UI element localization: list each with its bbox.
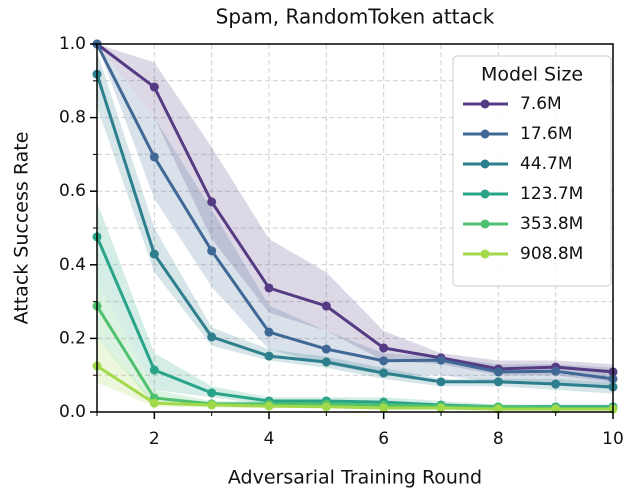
legend-title: Model Size: [481, 64, 583, 86]
data-point: [436, 377, 446, 387]
confidence-band: [97, 338, 613, 411]
x-tick-label: 8: [493, 429, 504, 449]
legend-label: 17.6M: [520, 124, 573, 144]
data-point: [207, 246, 217, 256]
data-point: [207, 332, 217, 342]
confidence-band: [97, 279, 613, 411]
x-tick-label: 2: [149, 429, 160, 449]
data-point: [264, 327, 274, 337]
series-line: [95, 305, 613, 410]
y-tick-label: 0.0: [59, 402, 86, 422]
legend-label: 123.7M: [520, 184, 583, 204]
series-line: [96, 364, 613, 411]
data-point: [149, 249, 159, 259]
data-point: [149, 365, 159, 375]
x-tick-label: 10: [602, 429, 624, 449]
data-point: [207, 388, 217, 398]
series-line: [95, 43, 614, 381]
data-point: [493, 367, 503, 377]
y-axis-label: Attack Success Rate: [11, 132, 33, 325]
data-point: [207, 197, 217, 207]
data-point: [149, 398, 159, 408]
data-point: [436, 403, 446, 413]
legend-label: 44.7M: [520, 154, 573, 174]
confidence-band: [97, 44, 613, 383]
y-tick-label: 1.0: [59, 34, 86, 54]
y-tick-label: 0.2: [59, 328, 86, 348]
legend-marker: [480, 159, 490, 169]
legend-label: 7.6M: [520, 94, 562, 114]
y-tick-label: 0.4: [59, 255, 86, 275]
confidence-band: [97, 44, 613, 390]
data-point: [493, 377, 503, 387]
y-tick-label: 0.8: [59, 108, 86, 128]
legend-label: 908.8M: [520, 244, 583, 264]
x-tick-label: 4: [264, 429, 275, 449]
legend-marker: [480, 129, 490, 139]
series-line: [96, 42, 614, 374]
data-point: [379, 368, 389, 378]
data-point: [321, 301, 331, 311]
data-point: [551, 366, 561, 376]
x-axis-label: Adversarial Training Round: [228, 467, 482, 489]
y-tick-label: 0.6: [59, 181, 86, 201]
data-point: [264, 401, 274, 411]
data-point: [379, 356, 389, 366]
legend-box: [452, 55, 612, 287]
data-point: [264, 283, 274, 293]
data-point: [321, 344, 331, 354]
chart-title: Spam, RandomToken attack: [216, 5, 495, 29]
data-point: [207, 400, 217, 410]
data-point: [551, 379, 561, 389]
series-line: [95, 73, 614, 389]
data-point: [379, 343, 389, 353]
data-point: [379, 403, 389, 413]
legend-marker: [480, 189, 490, 199]
x-tick-label: 6: [378, 429, 389, 449]
data-point: [436, 355, 446, 365]
data-point: [264, 351, 274, 361]
data-point: [321, 357, 331, 367]
legend-marker: [480, 249, 490, 259]
legend-label: 353.8M: [520, 214, 583, 234]
legend-marker: [480, 219, 490, 229]
legend-marker: [480, 99, 490, 109]
data-point: [149, 82, 159, 92]
data-point: [321, 402, 331, 412]
data-point: [149, 152, 159, 162]
